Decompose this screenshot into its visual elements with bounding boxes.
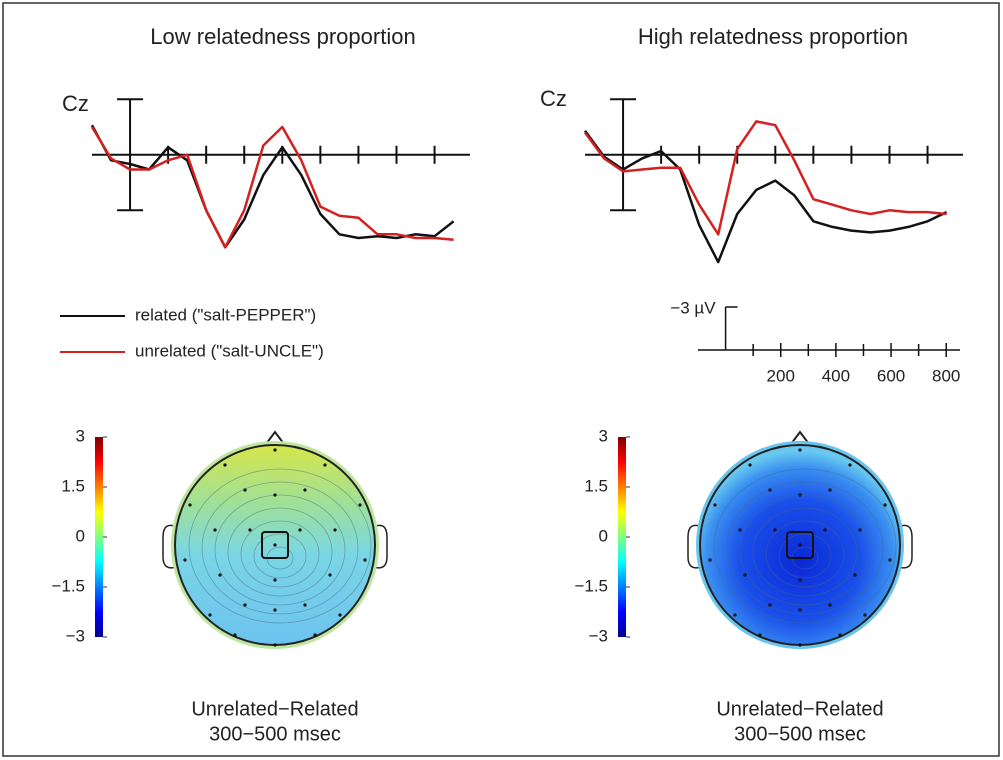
- electrode: [188, 503, 192, 507]
- electrode: [183, 558, 187, 562]
- electrode: [838, 633, 842, 637]
- colorbar-label: 3: [76, 426, 85, 445]
- electrode: [748, 463, 752, 467]
- electrode: [328, 573, 332, 577]
- electrode: [798, 643, 802, 647]
- electrode: [273, 608, 277, 612]
- electrode: [798, 578, 802, 582]
- colorbar-label: 0: [599, 526, 608, 545]
- electrode: [208, 613, 212, 617]
- cz-marker: [261, 531, 289, 559]
- scale-x-label: 600: [877, 366, 905, 385]
- electrode: [243, 603, 247, 607]
- electrode: [858, 528, 862, 532]
- electrode: [273, 643, 277, 647]
- electrode: [773, 528, 777, 532]
- electrode: [213, 528, 217, 532]
- colorbar-label: −1.5: [51, 576, 85, 595]
- electrode: [738, 528, 742, 532]
- electrode: [888, 558, 892, 562]
- erp-waveform: [90, 124, 455, 249]
- contour: [253, 533, 307, 579]
- electrode: [323, 463, 327, 467]
- contour: [214, 494, 346, 606]
- erp-waveform: [583, 120, 947, 236]
- colorbar: [618, 437, 626, 637]
- electrode: [273, 543, 277, 547]
- electrode: [363, 558, 367, 562]
- electrode: [243, 488, 247, 492]
- colorbar-label: −3: [589, 626, 608, 645]
- electrode: [768, 603, 772, 607]
- contour: [765, 520, 845, 588]
- electrode: [708, 558, 712, 562]
- electrode: [223, 463, 227, 467]
- colorbar: [95, 437, 103, 637]
- contour: [726, 481, 884, 615]
- electrode: [743, 573, 747, 577]
- electrode: [248, 528, 252, 532]
- map-caption: 300−500 msec: [734, 723, 866, 745]
- map-caption: Unrelated−Related: [716, 698, 883, 720]
- contour: [713, 468, 897, 624]
- panel-title: High relatedness proportion: [638, 24, 908, 49]
- electrode: [733, 613, 737, 617]
- electrode: [298, 528, 302, 532]
- electrode: [823, 528, 827, 532]
- contour: [201, 481, 359, 615]
- electrode: [798, 493, 802, 497]
- electrode: [828, 488, 832, 492]
- electrode: [303, 488, 307, 492]
- legend-label: related ("salt-PEPPER"): [135, 305, 316, 324]
- electrode: [848, 463, 852, 467]
- colorbar-label: 1.5: [61, 476, 85, 495]
- scale-x-label: 200: [767, 366, 795, 385]
- electrode: [768, 488, 772, 492]
- electrode: [273, 578, 277, 582]
- cz-marker: [786, 531, 814, 559]
- contour: [240, 520, 320, 588]
- scale-x-label: 800: [932, 366, 960, 385]
- electrode: [828, 603, 832, 607]
- contour: [227, 507, 333, 597]
- electrode: [853, 573, 857, 577]
- electrode-label: Cz: [62, 91, 89, 116]
- electrode: [758, 633, 762, 637]
- electrode: [233, 633, 237, 637]
- contour: [752, 507, 858, 597]
- electrode: [333, 528, 337, 532]
- electrode-label: Cz: [540, 86, 567, 111]
- electrode: [218, 573, 222, 577]
- colorbar-label: 1.5: [584, 476, 608, 495]
- map-caption: 300−500 msec: [209, 723, 341, 745]
- panel-title: Low relatedness proportion: [150, 24, 415, 49]
- electrode: [798, 608, 802, 612]
- electrode: [883, 503, 887, 507]
- colorbar-label: 0: [76, 526, 85, 545]
- colorbar-label: −1.5: [574, 576, 608, 595]
- scale-x-label: 400: [822, 366, 850, 385]
- electrode: [713, 503, 717, 507]
- electrode: [863, 613, 867, 617]
- electrode: [303, 603, 307, 607]
- erp-waveform: [583, 129, 948, 264]
- colorbar-label: 3: [599, 426, 608, 445]
- scale-y-label: −3 µV: [670, 298, 716, 317]
- legend-label: unrelated ("salt-UNCLE"): [135, 341, 324, 360]
- electrode: [273, 448, 277, 452]
- erp-waveform: [90, 125, 454, 249]
- electrode: [313, 633, 317, 637]
- contour: [739, 494, 871, 606]
- colorbar-label: −3: [66, 626, 85, 645]
- electrode: [798, 448, 802, 452]
- contour: [188, 468, 372, 624]
- contour: [778, 533, 832, 579]
- electrode: [338, 613, 342, 617]
- electrode: [798, 543, 802, 547]
- electrode: [358, 503, 362, 507]
- electrode: [273, 493, 277, 497]
- map-caption: Unrelated−Related: [191, 698, 358, 720]
